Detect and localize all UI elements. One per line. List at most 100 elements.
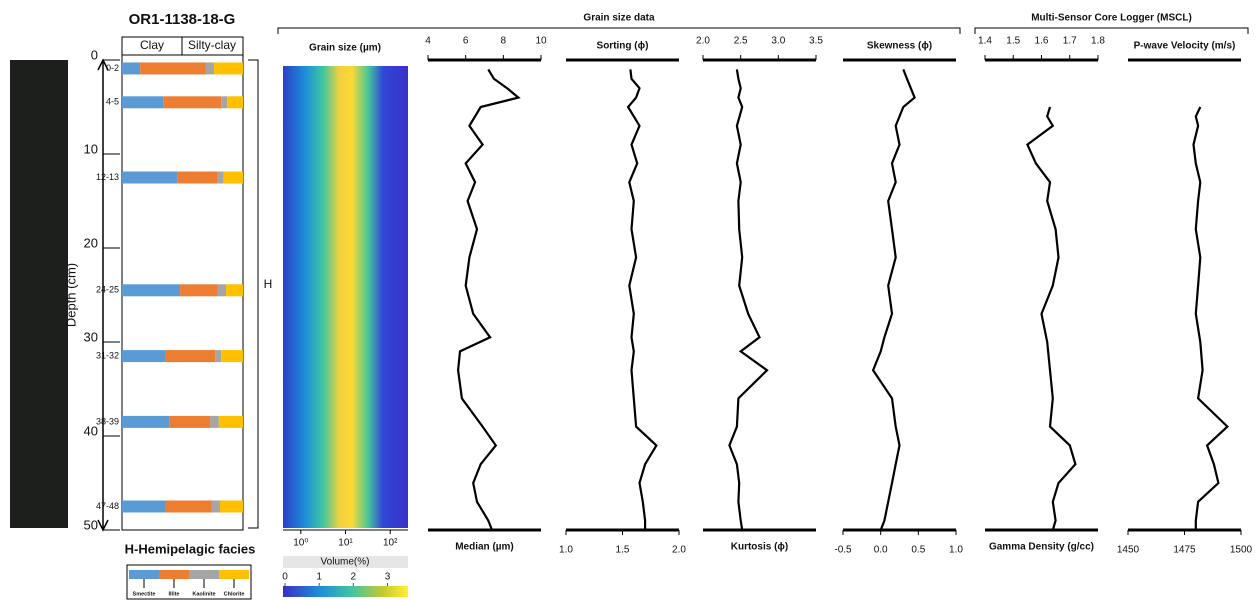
clay-segment [165,350,216,363]
x-tick-label: -0.5 [834,545,852,556]
clay-segment [177,171,218,184]
group-bracket [277,27,961,34]
x-tick-label: 10¹ [338,538,353,549]
clay-segment [122,500,166,513]
sample-label: 31-32 [96,350,119,360]
clay-segment [169,415,211,428]
x-tick-label: 1.5 [616,545,630,556]
y-tick-label: 0 [91,47,98,62]
x-tick-label: 4 [425,36,431,47]
sample-label: 24-25 [96,285,119,295]
legend-swatch [129,570,159,579]
clay-segment [226,284,243,297]
x-tick-label: 0.0 [874,545,888,556]
chart-title: Grain size (µm) [309,43,381,54]
caption: H-Hemipelagic facies [125,541,256,556]
colorbar-tick-label: 1 [316,572,322,583]
axis-label: P-wave Velocity (m/s) [1134,41,1236,52]
x-tick-label: 0.5 [911,545,925,556]
x-tick-label: 8 [501,36,507,47]
clay-segment [221,96,228,109]
profile-line [1192,106,1230,530]
x-tick-label: 3.0 [771,36,785,47]
clay-segment [215,350,222,363]
core-image [10,60,68,528]
clay-segment [213,62,243,75]
x-tick-label: 10 [535,36,547,47]
colorbar-tick-label: 3 [385,572,391,583]
legend-swatch [219,570,249,579]
x-tick-label: 1.7 [1063,36,1077,47]
legend-label: Smectite [133,591,156,597]
x-tick-label: 2.0 [672,545,686,556]
x-tick-label: 1475 [1173,545,1196,556]
clay-segment [220,500,243,513]
axis-label: Sorting (ϕ) [597,41,649,52]
heatmap-image [283,66,408,528]
axis-label: Skewness (ϕ) [867,41,932,52]
clay-segment [122,96,164,109]
sample-label: 12-13 [96,172,119,182]
legend-swatch [189,570,219,579]
y-tick-label: 30 [84,329,98,344]
clay-segment [122,284,181,297]
clay-segment [122,415,170,428]
clay-segment [122,350,166,363]
clay-segment [122,171,178,184]
clay-segment [223,171,243,184]
y-tick-label: 40 [84,423,98,438]
x-tick-label: 1.5 [1006,36,1020,47]
legend-label: Illite [168,591,179,597]
clay-segment [122,62,141,75]
y-axis-label: Depth (cm) [63,263,78,327]
x-tick-label: 1500 [1230,545,1253,556]
clay-segment [217,171,224,184]
col-label: Silty-clay [188,38,236,52]
group-title: Grain size data [583,13,655,24]
x-tick-label: 10⁰ [293,538,308,549]
legend-label: Kaolinite [192,591,215,597]
profile-line [871,68,916,531]
colorbar [283,586,408,597]
x-tick-label: 2.0 [696,36,710,47]
clay-segment [211,500,221,513]
x-tick-label: 1.0 [949,545,963,556]
y-tick-label: 50 [84,517,98,532]
legend-label: Chlorite [224,591,245,597]
clay-segment [221,350,243,363]
clay-segment [217,284,227,297]
clay-segment [218,415,243,428]
sample-label: 0-2 [106,63,119,73]
axis-label: Median (µm) [455,542,514,553]
profile-line [728,69,769,531]
clay-segment [210,415,219,428]
col-label: Clay [140,38,164,52]
sample-label: 4-5 [106,97,119,107]
x-tick-label: 1.0 [559,545,573,556]
clay-segment [165,500,212,513]
colorbar-tick-label: 0 [282,572,288,583]
clay-segment [140,62,206,75]
axis-label: Kurtosis (ϕ) [731,542,789,553]
chart-title: OR1-1138-18-G [129,11,236,28]
group-title: Multi-Sensor Core Logger (MSCL) [1031,13,1192,24]
x-tick-label: 1.4 [978,36,992,47]
profile-line [456,68,521,531]
x-tick-label: 1.8 [1091,36,1105,47]
sample-label: 47-48 [96,501,119,511]
clay-segment [180,284,218,297]
profile-line [626,69,658,530]
clay-segment [163,96,222,109]
y-tick-label: 10 [84,141,98,156]
x-tick-label: 6 [463,36,469,47]
x-tick-label: 1.6 [1035,36,1049,47]
profile-line [1026,106,1077,531]
facies-label: H [264,277,273,291]
sample-label: 38-39 [96,416,119,426]
axis-label: Gamma Density (g/cc) [989,542,1094,553]
depth-arrow [97,58,109,532]
x-tick-label: 2.5 [734,36,748,47]
facies-bracket [248,59,259,529]
clay-box [121,36,244,531]
